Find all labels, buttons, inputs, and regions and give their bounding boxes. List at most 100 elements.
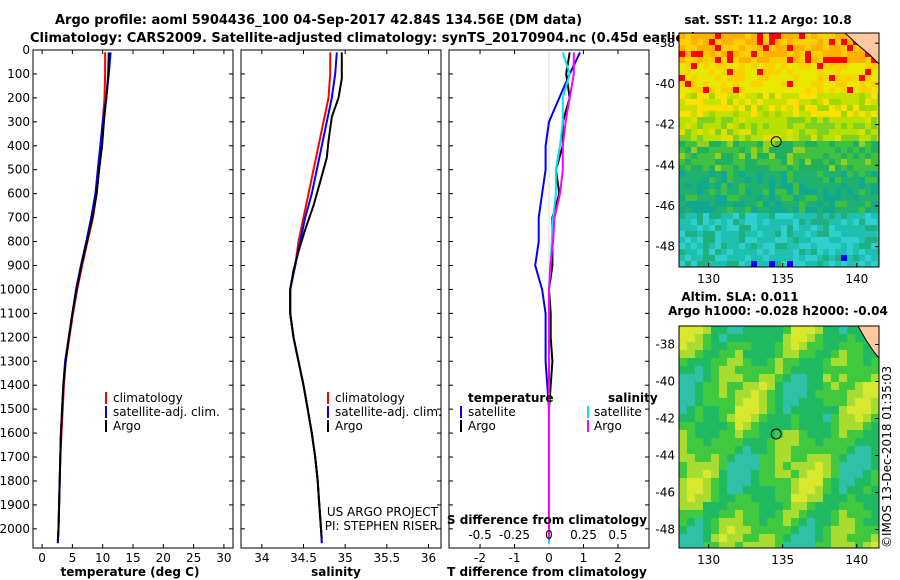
sla-cell	[807, 502, 815, 510]
sst-cell	[841, 147, 847, 153]
sst-cell	[763, 189, 769, 195]
sst-cell	[745, 51, 751, 57]
sst-cell	[751, 63, 757, 69]
sst-cell	[733, 105, 739, 111]
sst-cell	[775, 87, 781, 93]
sla-cell	[679, 494, 687, 502]
sla-cell	[743, 406, 751, 414]
sst-cell	[799, 261, 805, 267]
sst-cell	[745, 111, 751, 117]
sst-cell	[823, 165, 829, 171]
sla-cell	[871, 350, 879, 358]
sst-cell	[799, 57, 805, 63]
sst-cell	[739, 255, 745, 261]
sst-cell	[715, 243, 721, 249]
sla-cell	[863, 422, 871, 430]
sla-cell	[783, 486, 791, 494]
sst-cell	[859, 261, 865, 267]
sla-cell	[679, 382, 687, 390]
sst-cell	[847, 249, 853, 255]
sst-cell	[775, 183, 781, 189]
sla-cell	[703, 454, 711, 462]
sst-cell	[769, 237, 775, 243]
sst-cell	[841, 117, 847, 123]
sst-cell	[811, 165, 817, 171]
sst-cell	[715, 45, 721, 51]
sla-y-tick-label-2: -42	[655, 412, 675, 426]
sla-cell	[807, 390, 815, 398]
sst-cell	[877, 201, 879, 207]
sst-cell	[769, 111, 775, 117]
salinity-panel: 34 34.5 35 35.5 36 salinity climatology sate…	[240, 49, 442, 579]
sla-cell	[791, 446, 799, 454]
sla-cell	[695, 382, 703, 390]
sst-cell	[763, 225, 769, 231]
sla-cell	[719, 334, 727, 342]
sla-cell	[679, 526, 687, 534]
sla-cell	[767, 358, 775, 366]
sla-cell	[775, 470, 783, 478]
sla-cell	[783, 422, 791, 430]
sst-cell	[679, 57, 685, 63]
sst-cell	[769, 135, 775, 141]
sst-cell	[697, 141, 703, 147]
sst-cell	[757, 183, 763, 189]
sst-cell	[709, 135, 715, 141]
sst-cell	[859, 51, 865, 57]
sst-cell	[763, 153, 769, 159]
sla-cell	[823, 430, 831, 438]
sla-cell	[823, 470, 831, 478]
sst-cell	[817, 111, 823, 117]
sst-cell	[709, 249, 715, 255]
sst-cell	[709, 99, 715, 105]
sla-cell	[831, 438, 839, 446]
sst-cell	[787, 81, 793, 87]
sla-cell	[687, 510, 695, 518]
sst-cell	[763, 177, 769, 183]
sst-cell	[721, 45, 727, 51]
sla-cell	[783, 374, 791, 382]
sst-cell	[769, 225, 775, 231]
sst-cell	[697, 51, 703, 57]
sst-cell	[853, 171, 859, 177]
sst-cell	[865, 111, 871, 117]
sst-cell	[853, 51, 859, 57]
sst-cell	[763, 117, 769, 123]
sla-cell	[735, 470, 743, 478]
sst-cell	[709, 165, 715, 171]
sst-cell	[841, 129, 847, 135]
sla-cell	[871, 542, 879, 548]
depth-tick-label-4: 400	[7, 139, 30, 153]
sst-cell	[751, 81, 757, 87]
sst-cell	[781, 183, 787, 189]
sla-y-tick-label-0: -38	[655, 338, 675, 352]
sla-cell	[815, 462, 823, 470]
sla-cell	[687, 486, 695, 494]
sla-cell	[727, 478, 735, 486]
sst-cell	[715, 237, 721, 243]
sla-cell	[847, 358, 855, 366]
sst-cell	[745, 165, 751, 171]
sst-cell	[715, 255, 721, 261]
sst-cell	[679, 231, 685, 237]
sla-cell	[727, 334, 735, 342]
sst-cell	[757, 255, 763, 261]
sst-cell	[769, 123, 775, 129]
sst-cell	[679, 153, 685, 159]
sst-cell	[745, 249, 751, 255]
sla-cell	[839, 478, 847, 486]
sst-cell	[817, 123, 823, 129]
sst-cell	[757, 123, 763, 129]
sst-cell	[727, 201, 733, 207]
sst-cell	[865, 195, 871, 201]
sla-cell	[823, 422, 831, 430]
sst-cell	[685, 135, 691, 141]
sst-cell	[793, 255, 799, 261]
sst-cell	[703, 105, 709, 111]
sst-cell	[697, 213, 703, 219]
sst-cell	[817, 165, 823, 171]
sst-y-tick-label-4: -46	[655, 199, 675, 213]
sst-cell	[877, 141, 879, 147]
sst-cell	[841, 207, 847, 213]
sst-cell	[829, 183, 835, 189]
